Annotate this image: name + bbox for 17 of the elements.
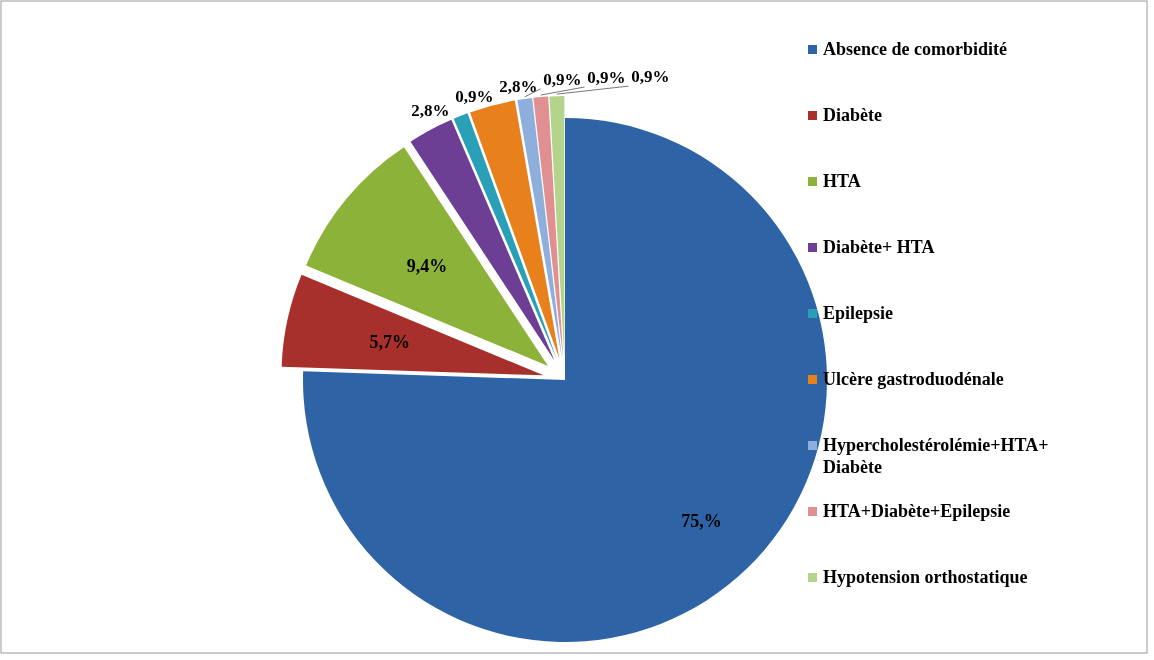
data-label: 0,9% [455,86,494,106]
legend-label: Hypercholestérolémie+HTA+ Diabète [823,435,1049,477]
data-label: 75,% [681,511,722,532]
data-label: 9,4% [406,255,448,276]
data-label: 0,9% [587,68,626,88]
legend-label: Diabète+ HTA [823,237,935,257]
legend-label: Hypotension orthostatique [823,567,1028,587]
legend-label: Diabète [823,105,882,125]
legend-label: HTA+Diabète+Epilepsie [823,501,1011,521]
data-label: 0,9% [543,69,582,89]
legend-label: Absence de comorbidité [823,39,1007,59]
data-label: 2,8% [499,76,538,96]
data-label: 2,8% [411,100,450,120]
data-label: 5,7% [369,332,411,353]
legend-label: Epilepsie [823,303,894,323]
data-label: 0,9% [631,67,670,87]
legend-label: HTA [823,171,861,191]
